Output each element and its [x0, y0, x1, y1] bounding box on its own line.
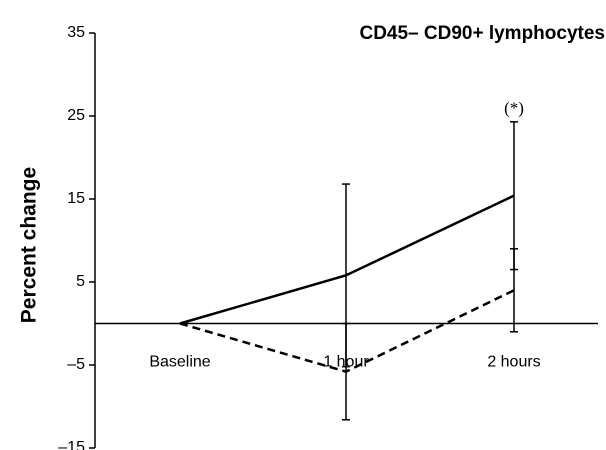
- y-tick-label: 5: [76, 273, 85, 290]
- y-tick-label: 35: [67, 24, 85, 41]
- y-tick-label: 25: [67, 107, 85, 124]
- annotation: (*): [504, 99, 524, 118]
- y-tick-label: –5: [67, 356, 85, 373]
- x-tick-label: 2 hours: [487, 354, 540, 371]
- series-line: [179, 194, 515, 325]
- x-tick-label: Baseline: [149, 354, 210, 371]
- y-axis-label: Percent change: [18, 167, 41, 323]
- chart-title: CD45– CD90+ lymphocytes: [359, 23, 605, 44]
- y-tick-label: 15: [67, 190, 85, 207]
- y-tick-label: –15: [58, 439, 85, 450]
